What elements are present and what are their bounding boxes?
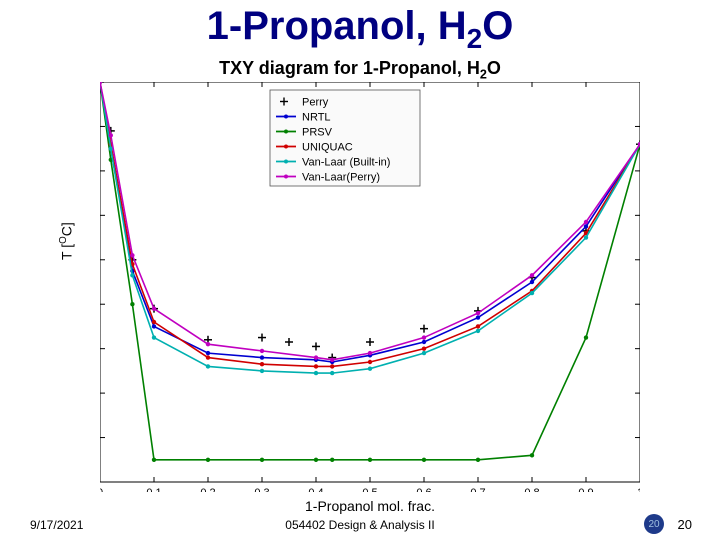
svg-text:0: 0 (100, 487, 103, 492)
svg-text:0.2: 0.2 (200, 487, 215, 492)
chart-title-pre: TXY diagram for 1-Propanol, H (219, 58, 480, 78)
slide-title-sub: 2 (467, 23, 483, 54)
slide-title: 1-Propanol, H2O (0, 4, 720, 55)
ylabel-post: C] (59, 222, 75, 236)
svg-text:0.7: 0.7 (470, 487, 485, 492)
ylabel-pre: T [ (59, 244, 75, 260)
svg-text:Van-Laar(Perry): Van-Laar(Perry) (302, 172, 380, 184)
ylabel-sup: O (58, 236, 69, 244)
chart-title-post: O (487, 58, 501, 78)
svg-text:0.8: 0.8 (524, 487, 539, 492)
svg-text:0.3: 0.3 (254, 487, 269, 492)
slide-title-post: O (482, 4, 513, 48)
footer-badge: 20 (644, 514, 664, 534)
svg-text:0.4: 0.4 (308, 487, 323, 492)
footer-badge-num: 20 (648, 519, 659, 530)
chart-title: TXY diagram for 1-Propanol, H2O (0, 58, 720, 82)
footer-slide-number: 20 (678, 517, 692, 532)
x-axis-label: 1-Propanol mol. frac. (100, 498, 640, 514)
svg-text:0.1: 0.1 (146, 487, 161, 492)
svg-text:0.5: 0.5 (362, 487, 377, 492)
svg-text:0.6: 0.6 (416, 487, 431, 492)
svg-text:0.9: 0.9 (578, 487, 593, 492)
svg-text:1: 1 (637, 487, 640, 492)
y-axis-label: T [OC] (58, 222, 75, 260)
svg-text:Perry: Perry (302, 97, 329, 109)
txy-chart: 00.10.20.30.40.50.60.70.80.9182848688909… (100, 82, 640, 492)
svg-text:Van-Laar (Built-in): Van-Laar (Built-in) (302, 157, 390, 169)
svg-text:PRSV: PRSV (302, 127, 333, 139)
slide-root: 1-Propanol, H2O TXY diagram for 1-Propan… (0, 0, 720, 540)
footer-course: 054402 Design & Analysis II (0, 518, 720, 532)
svg-text:NRTL: NRTL (302, 112, 331, 124)
chart-title-sub: 2 (480, 68, 487, 82)
slide-title-pre: 1-Propanol, H (207, 4, 467, 48)
svg-text:UNIQUAC: UNIQUAC (302, 142, 353, 154)
